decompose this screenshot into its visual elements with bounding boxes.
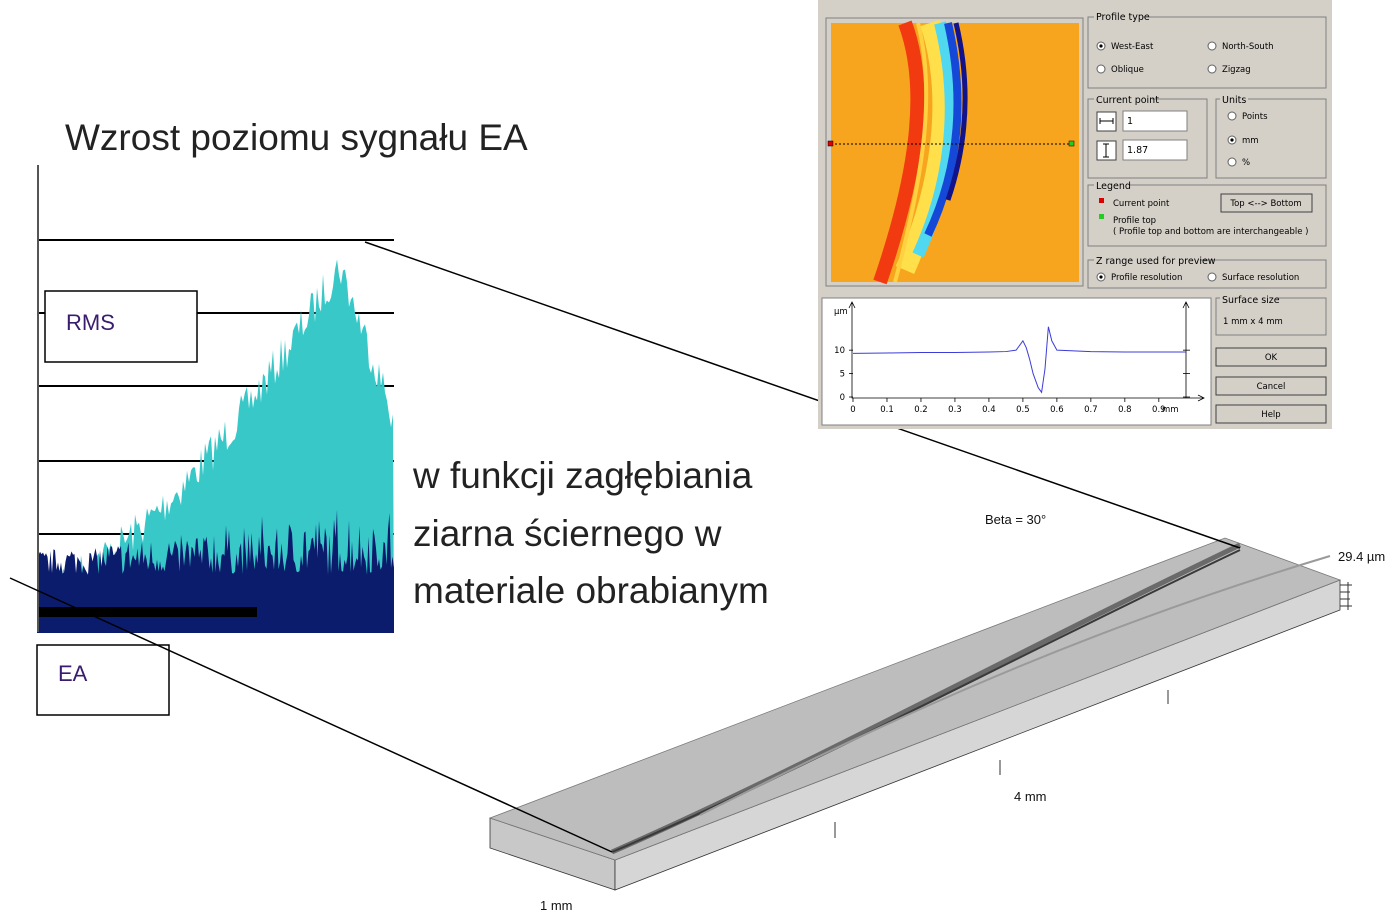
beta-label: Beta = 30° (985, 512, 1046, 527)
radio-label: Points (1242, 112, 1268, 122)
button-text: OK (1265, 353, 1278, 363)
group-title: Profile type (1096, 12, 1150, 23)
y-tick-label: 5 (840, 370, 845, 380)
title: Wzrost poziomu sygnału EA (65, 117, 528, 158)
radio[interactable] (1228, 112, 1236, 120)
radio[interactable] (1208, 273, 1216, 281)
width-label: 1 mm (540, 898, 573, 913)
radio-dot (1099, 275, 1102, 278)
label-box (37, 645, 169, 715)
group-title: Z range used for preview (1096, 256, 1216, 267)
radio-label: Surface resolution (1222, 273, 1299, 283)
radio-label: Oblique (1111, 65, 1144, 75)
group-title: Surface size (1222, 295, 1280, 306)
button-text: Top <--> Bottom (1229, 199, 1301, 209)
radio[interactable] (1208, 65, 1216, 73)
rms-label: RMS (66, 310, 115, 335)
y-unit: µm (834, 307, 848, 317)
text-line: materiale obrabianym (413, 570, 769, 611)
radio-dot (1230, 138, 1233, 141)
x-tick-label: 0.3 (948, 405, 962, 415)
input-value: 1 (1127, 116, 1133, 127)
radio-label: North-South (1222, 42, 1274, 52)
radio-label: Profile resolution (1111, 273, 1182, 283)
radio-label: Zigzag (1222, 65, 1251, 75)
text-line: ziarna ściernego w (413, 513, 722, 554)
button-text: Cancel (1257, 382, 1286, 392)
radio-label: % (1242, 158, 1250, 168)
height-label: 29.4 µm (1338, 549, 1385, 564)
button-text: Help (1261, 410, 1280, 420)
x-tick-label: 0.1 (880, 405, 894, 415)
x-tick-label: 0.6 (1050, 405, 1064, 415)
surface-size: 1 mm x 4 mm (1223, 317, 1283, 327)
radio[interactable] (1097, 65, 1105, 73)
x-tick-label: 0.5 (1016, 405, 1030, 415)
radio-dot (1099, 44, 1102, 47)
y-tick-label: 10 (834, 346, 845, 356)
radio-label: mm (1242, 136, 1259, 146)
page: {"slide":{"title":"Wzrost poziomu sygnał… (0, 0, 1388, 924)
length-label: 4 mm (1014, 789, 1047, 804)
radio[interactable] (1208, 42, 1216, 50)
input-value: 1.87 (1127, 145, 1148, 156)
x-tick-label: 0.9 (1152, 405, 1166, 415)
legend-text: ( Profile top and bottom are interchange… (1113, 227, 1308, 237)
x-tick-label: 0.4 (982, 405, 996, 415)
legend-text: Current point (1113, 199, 1170, 209)
dialog: Profile type Current point Units Legend … (818, 0, 1332, 429)
group-title: Current point (1096, 95, 1159, 106)
slide: Wzrost poziomu sygnału EA RMS EA w funkc… (0, 0, 1388, 924)
legend-text: Profile top (1113, 216, 1156, 226)
group-title: Units (1222, 95, 1246, 106)
x-tick-label: 0.8 (1118, 405, 1132, 415)
x-tick-label: 0.7 (1084, 405, 1098, 415)
radio[interactable] (1228, 158, 1236, 166)
group-title: Legend (1096, 181, 1131, 192)
signal-plot (37, 160, 394, 644)
x-tick-label: 0 (850, 405, 855, 415)
text-line: w funkcji zagłębiania (412, 455, 753, 496)
x-tick-label: 0.2 (914, 405, 928, 415)
y-tick-label: 0 (840, 393, 845, 403)
radio-label: West-East (1111, 42, 1154, 52)
baseline (37, 607, 257, 617)
ea-label: EA (58, 661, 88, 686)
